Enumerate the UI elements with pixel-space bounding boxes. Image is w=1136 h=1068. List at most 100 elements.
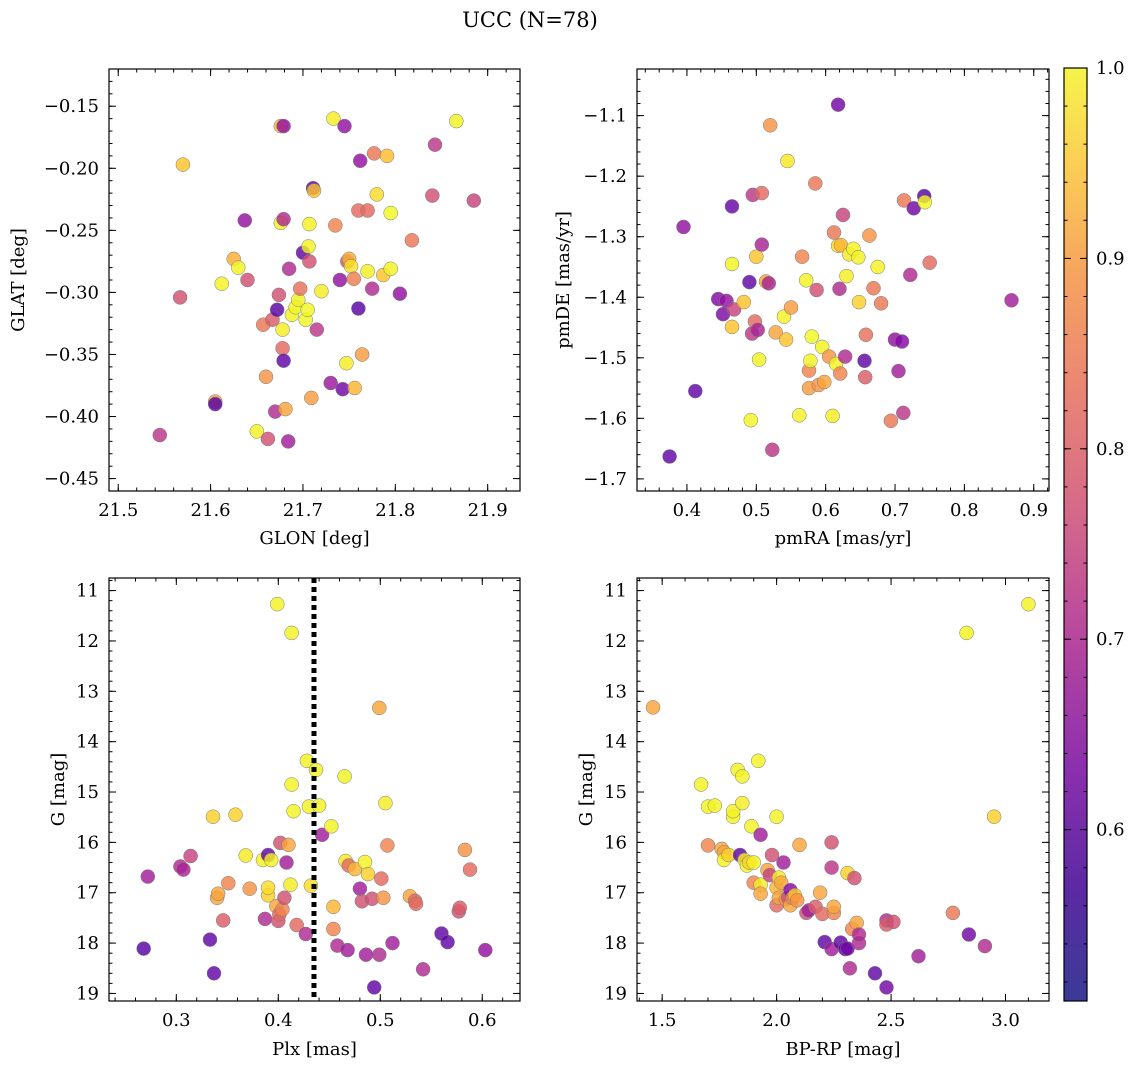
x-tick-label: 0.4 — [264, 1010, 293, 1031]
scatter-point — [337, 769, 352, 784]
scatter-point — [183, 848, 198, 864]
y-tick-label: −0.45 — [44, 469, 99, 490]
scatter-point — [425, 188, 440, 203]
x-axis-label: GLON [deg] — [259, 528, 369, 549]
scatter-point — [275, 341, 290, 356]
scatter-point — [466, 193, 482, 208]
scatter-point — [851, 294, 867, 310]
scatter-point — [379, 148, 395, 164]
scatter-point — [724, 199, 740, 214]
scatter-point — [1004, 293, 1019, 308]
scatter-point — [372, 947, 387, 962]
scatter-point — [283, 877, 298, 892]
scatter-point — [754, 237, 770, 252]
colorbar-tick-label: 0.6 — [1096, 820, 1125, 841]
y-tick-label: 16 — [76, 832, 99, 853]
scatter-point — [240, 272, 255, 288]
scatter-point — [792, 837, 807, 853]
scatter-point — [724, 256, 740, 272]
scatter-point — [743, 412, 759, 428]
x-tick-label: 3.0 — [991, 1010, 1020, 1031]
scatter-point — [750, 322, 765, 338]
x-tick-label: 1.5 — [648, 1010, 677, 1031]
scatter-point — [276, 353, 291, 368]
scatter-point — [302, 254, 317, 269]
x-tick-label: 0.6 — [468, 1010, 497, 1031]
scatter-point — [961, 927, 977, 942]
x-tick-label: 0.5 — [742, 500, 771, 521]
scatter-point — [751, 753, 766, 769]
scatter-point — [886, 914, 901, 930]
scatter-point — [326, 111, 341, 126]
scatter-point — [376, 890, 391, 906]
scatter-point — [258, 369, 274, 385]
scatter-point — [271, 287, 287, 303]
scatter-point — [275, 322, 290, 337]
scatter-point — [879, 980, 894, 995]
y-tick-label: 14 — [604, 732, 627, 753]
scatter-point — [645, 700, 661, 715]
scatter-point — [870, 259, 885, 275]
scatter-point — [172, 290, 188, 305]
scatter-point — [894, 334, 910, 349]
scatter-point — [832, 281, 847, 297]
scatter-point — [803, 353, 818, 369]
x-tick-label: 0.7 — [881, 500, 910, 521]
y-tick-label: 15 — [604, 782, 627, 803]
scatter-point — [286, 803, 301, 819]
scatter-point — [360, 203, 375, 218]
scatter-point — [237, 213, 253, 228]
scatter-point — [826, 899, 842, 915]
scatter-point — [917, 194, 933, 210]
y-tick-label: −1.2 — [583, 166, 627, 187]
scatter-point — [959, 625, 974, 641]
glon-glat-panel: 21.5 21.6 21.7 21.8 21.9 −0.15 −0.20 −0.25 −0.30… — [8, 68, 521, 549]
y-tick-label: 11 — [604, 581, 627, 602]
scatter-point — [332, 272, 348, 288]
x-tick-label: 21.8 — [375, 500, 415, 521]
scatter-point — [279, 855, 294, 870]
scatter-point — [903, 267, 918, 283]
scatter-point — [210, 886, 226, 901]
y-tick-label: 17 — [76, 883, 99, 904]
scatter-point — [826, 225, 842, 240]
scatter-point — [215, 913, 231, 928]
scatter-point — [735, 769, 750, 784]
figure-title: UCC (N=78) — [462, 8, 598, 32]
scatter-point — [383, 261, 398, 277]
scatter-point — [744, 819, 759, 834]
scatter-point — [724, 319, 740, 335]
scatter-point — [896, 193, 912, 208]
scatter-point — [1021, 596, 1036, 612]
scatter-point — [358, 947, 374, 962]
scatter-point — [867, 966, 883, 981]
scatter-point — [360, 866, 376, 882]
y-axis-label: G [mag] — [576, 753, 597, 826]
scatter-point — [662, 449, 677, 464]
y-tick-label: 12 — [76, 631, 99, 652]
y-tick-label: 17 — [604, 883, 627, 904]
scatter-point — [753, 886, 768, 901]
y-tick-label: 13 — [76, 681, 99, 702]
scatter-point — [825, 408, 840, 424]
x-tick-label: 2.0 — [762, 1010, 791, 1031]
scatter-point — [298, 926, 314, 942]
scatter-point — [269, 302, 285, 318]
scatter-point — [354, 347, 370, 362]
bprp-g-panel: 1.5 2.0 2.5 3.0 11 12 13 14 15 16 17 18 19 BP-RP [mag… — [576, 577, 1050, 1060]
scatter-point — [303, 878, 319, 893]
y-tick-label: 12 — [604, 631, 627, 652]
scatter-point — [340, 942, 355, 958]
x-tick-label: 21.7 — [283, 500, 323, 521]
y-tick-label: −0.35 — [44, 344, 99, 365]
scatter-point — [276, 118, 291, 134]
scatter-point — [707, 798, 723, 813]
y-tick-label: 18 — [76, 933, 99, 954]
scatter-point — [214, 276, 229, 291]
scatter-point — [873, 296, 889, 311]
scatter-point — [408, 896, 424, 912]
scatter-point — [783, 300, 799, 315]
y-tick-label: −0.30 — [44, 282, 99, 303]
scatter-point — [986, 809, 1002, 824]
scatter-point — [228, 807, 243, 822]
